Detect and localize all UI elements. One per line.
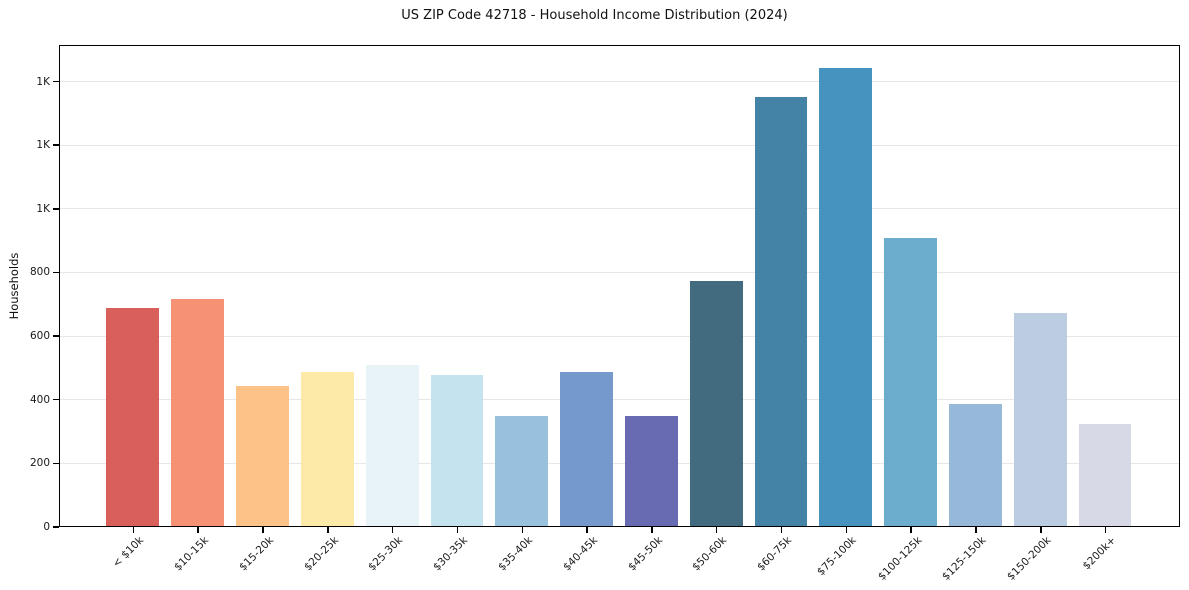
x-tick-mark [780,527,783,533]
plot-area [59,45,1180,527]
gridline [60,399,1179,401]
gridline [60,144,1179,146]
x-tick-mark [910,527,912,533]
x-tick-mark [391,527,394,533]
gridline [60,208,1179,210]
x-tick-label: $150-200k [1005,534,1054,583]
x-tick-mark [845,527,848,533]
bar-$125-150k [949,403,1002,526]
x-tick-label: $200k+ [1080,534,1119,573]
y-tick-label: 800 [29,266,50,279]
x-tick-mark [197,527,199,533]
x-tick-label: $100-125k [875,534,924,583]
x-tick-label: $15-20k [236,534,276,574]
x-tick-label: $20-25k [301,534,341,574]
y-tick-mark [53,335,59,337]
bar-$50-60k [689,281,743,526]
y-tick-label: 200 [29,457,50,470]
bar-$15-20k [236,386,289,526]
bar-$100-125k [884,238,938,526]
x-tick-mark [975,527,977,533]
y-axis-label: Households [7,252,21,320]
x-tick-label: < $10k [110,534,147,570]
x-tick-mark [715,527,718,533]
bar-$45-50k [624,416,678,526]
chart-title: US ZIP Code 42718 - Household Income Dis… [401,8,788,23]
bar-$35-40k [495,416,549,526]
y-tick-label: 0 [43,521,50,533]
bar-$200k+ [1078,424,1132,526]
x-tick-label: $10-15k [171,534,211,574]
y-tick-label: 1K [36,75,50,88]
bar-< $10k [106,308,160,526]
x-tick-mark [327,527,329,533]
bar-$25-30k [365,365,419,526]
y-tick-label: 600 [29,330,50,343]
x-tick-mark [262,527,264,533]
bar-$60-75k [754,96,808,526]
x-tick-label: $25-30k [366,534,406,574]
gridline [60,335,1179,337]
x-tick-mark [1104,527,1107,533]
gridline [60,462,1179,464]
x-tick-mark [521,527,524,533]
bar-$150-200k [1013,312,1067,526]
x-tick-mark [456,527,459,533]
x-tick-mark [132,527,135,533]
gridline [60,81,1179,83]
x-tick-label: $60-75k [755,534,795,574]
bar-$20-25k [300,371,354,526]
x-tick-label: $40-45k [560,534,600,574]
x-tick-label: $50-60k [690,534,730,574]
y-tick-label: 1K [36,202,50,215]
x-tick-label: $75-100k [815,534,860,579]
bar-$75-100k [819,67,873,526]
y-tick-mark [53,462,59,465]
y-tick-mark [53,526,59,528]
gridline [60,271,1179,273]
x-tick-mark [651,527,653,533]
x-tick-mark [1040,527,1042,533]
y-tick-mark [53,208,59,210]
bar-$40-45k [560,371,613,526]
bar-$30-35k [430,374,484,526]
y-tick-label: 400 [29,393,50,406]
bar-$10-15k [171,298,225,526]
x-tick-label: $45-50k [625,534,665,574]
y-tick-label: 1K [36,139,50,152]
y-tick-mark [53,144,59,146]
y-tick-mark [53,80,59,83]
y-tick-mark [53,271,59,274]
x-tick-label: $35-40k [495,534,536,574]
y-tick-mark [53,398,59,401]
x-tick-label: $125-150k [940,534,989,583]
x-tick-mark [586,527,588,533]
x-tick-label: $30-35k [431,534,471,574]
